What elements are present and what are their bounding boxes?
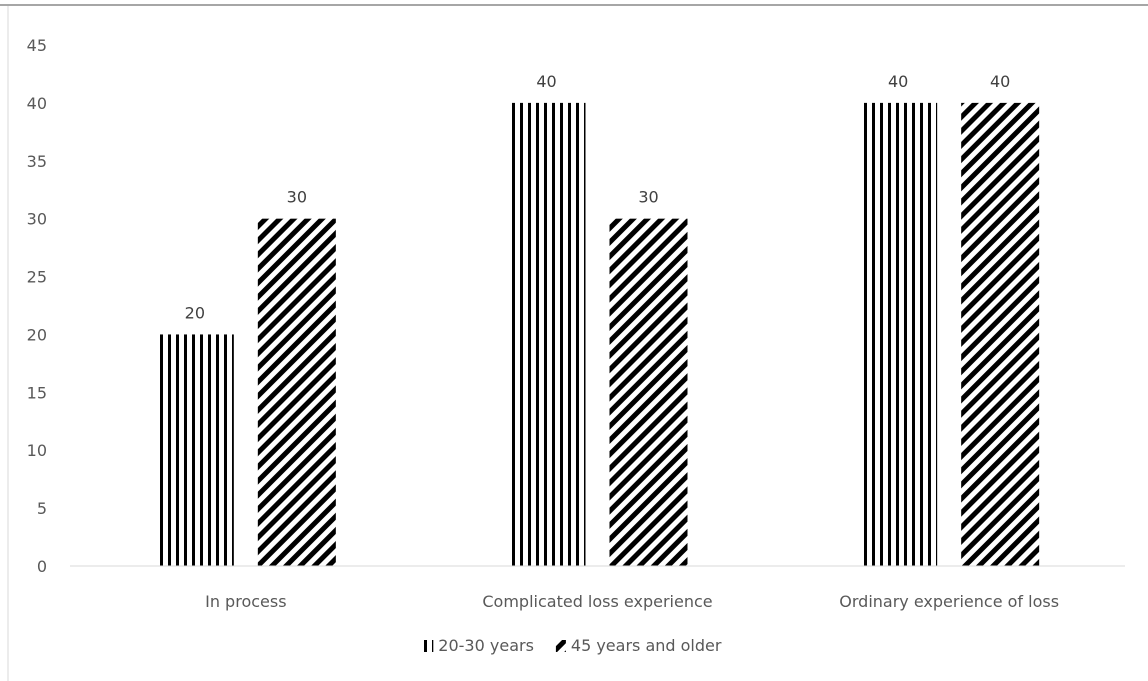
y-tick-label: 5 [37,499,47,518]
bar-value-label: 40 [536,72,556,91]
y-axis-ticks: 0 5 10 15 20 25 30 35 40 45 [27,36,47,576]
bar-series-2 [609,218,688,566]
bar-series-1 [859,102,938,566]
y-tick-label: 0 [37,557,47,576]
y-tick-label: 45 [27,36,47,55]
y-tick-label: 35 [27,152,47,171]
category-label: Complicated loss experience [482,592,712,611]
data-labels: 20 30 40 30 40 40 [185,72,1011,323]
bar-value-label: 30 [287,188,307,207]
y-tick-label: 20 [27,325,47,344]
bar-series-1 [155,334,234,566]
y-tick-label: 15 [27,383,47,402]
y-tick-label: 40 [27,94,47,113]
bar-value-label: 40 [990,72,1010,91]
bar-value-label: 20 [185,303,205,322]
y-tick-label: 10 [27,441,47,460]
legend: 20-30 years 45 years and older [423,636,722,655]
legend-swatch [555,640,566,652]
bar-series-2 [961,102,1040,566]
legend-label: 20-30 years [438,636,534,655]
bars [155,102,1040,566]
legend-swatch [423,640,434,652]
category-label: In process [205,592,286,611]
y-tick-label: 30 [27,210,47,229]
bar-series-2 [257,218,336,566]
category-label: Ordinary experience of loss [839,592,1059,611]
bar-value-label: 40 [888,72,908,91]
y-tick-label: 25 [27,268,47,287]
legend-label: 45 years and older [571,636,722,655]
category-labels: In process Complicated loss experience Ord… [205,592,1059,611]
bar-series-1 [507,102,586,566]
bar-value-label: 30 [638,188,658,207]
